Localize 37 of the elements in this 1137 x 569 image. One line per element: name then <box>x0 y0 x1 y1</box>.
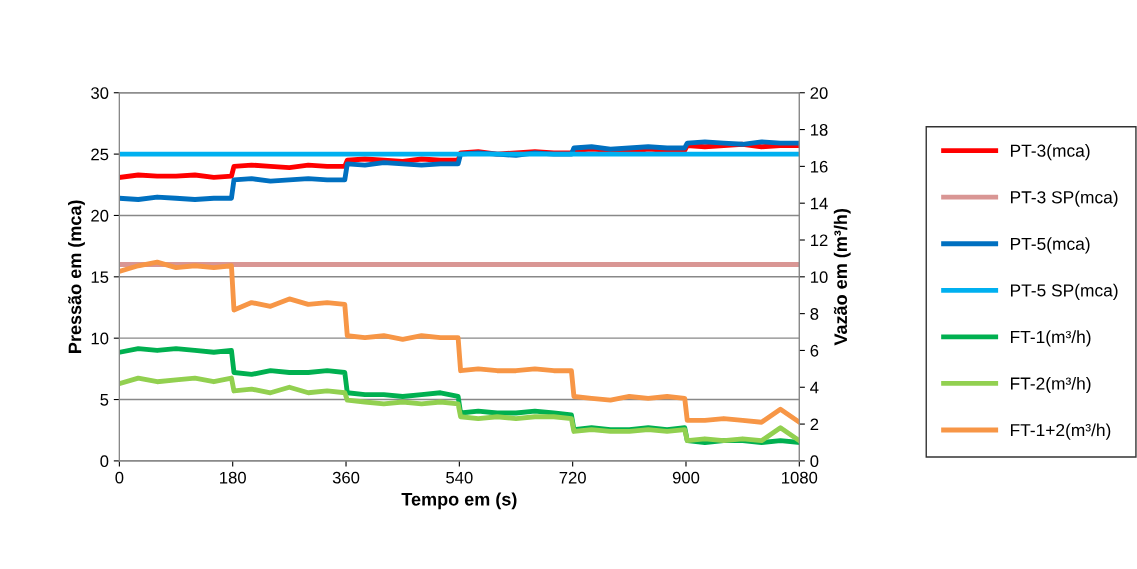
x-tick-label: 180 <box>220 471 246 484</box>
line-series <box>119 259 800 425</box>
y-tick-label: 5 <box>100 394 109 406</box>
y-tick-label: 25 <box>91 148 109 161</box>
y2-tick-label: 6 <box>810 344 819 357</box>
y2-tick-label: 16 <box>811 160 828 173</box>
legend-label: FT-2(m³/h) <box>1011 376 1091 394</box>
y-axis-title: Pressão em (mca) <box>68 200 85 353</box>
y2-tick-label: 2 <box>810 418 819 431</box>
y2-tick-label: 4 <box>810 381 819 394</box>
line-series <box>119 375 800 444</box>
y-tick-label: 10 <box>91 332 109 345</box>
x-tick-label: 0 <box>115 471 124 484</box>
y2-tick-label: 0 <box>810 455 819 468</box>
legend-label: FT-1(m³/h) <box>1011 330 1091 347</box>
legend-label: PT-5 SP(mca) <box>1011 283 1118 300</box>
y2-tick-label: 12 <box>811 234 828 247</box>
x-tick-label: 900 <box>672 471 700 484</box>
y2-tick-label: 20 <box>810 87 828 99</box>
x-tick-label: 540 <box>446 471 473 484</box>
y-tick-label: 15 <box>91 271 109 284</box>
y2-tick-label: 10 <box>811 271 828 284</box>
x-tick-label: 1080 <box>782 471 818 484</box>
legend-label: FT-1+2(m³/h) <box>1011 423 1111 440</box>
y-tick-label: 30 <box>91 87 109 99</box>
y-tick-label: 0 <box>100 455 109 468</box>
legend-label: PT-3 SP(mca) <box>1011 190 1118 207</box>
x-axis-title: Tempo em (s) <box>401 492 517 510</box>
y2-tick-label: 18 <box>811 123 828 136</box>
x-tick-label: 360 <box>332 471 360 484</box>
y2-axis-title: Vazão em (m³/h) <box>833 208 851 346</box>
legend-label: PT-5(mca) <box>1011 237 1090 254</box>
x-tick-label: 720 <box>559 471 586 484</box>
y-tick-label: 20 <box>91 209 109 222</box>
y2-tick-label: 14 <box>811 197 828 210</box>
y2-tick-label: 8 <box>810 308 819 320</box>
legend-label: PT-3(mca) <box>1011 144 1090 161</box>
